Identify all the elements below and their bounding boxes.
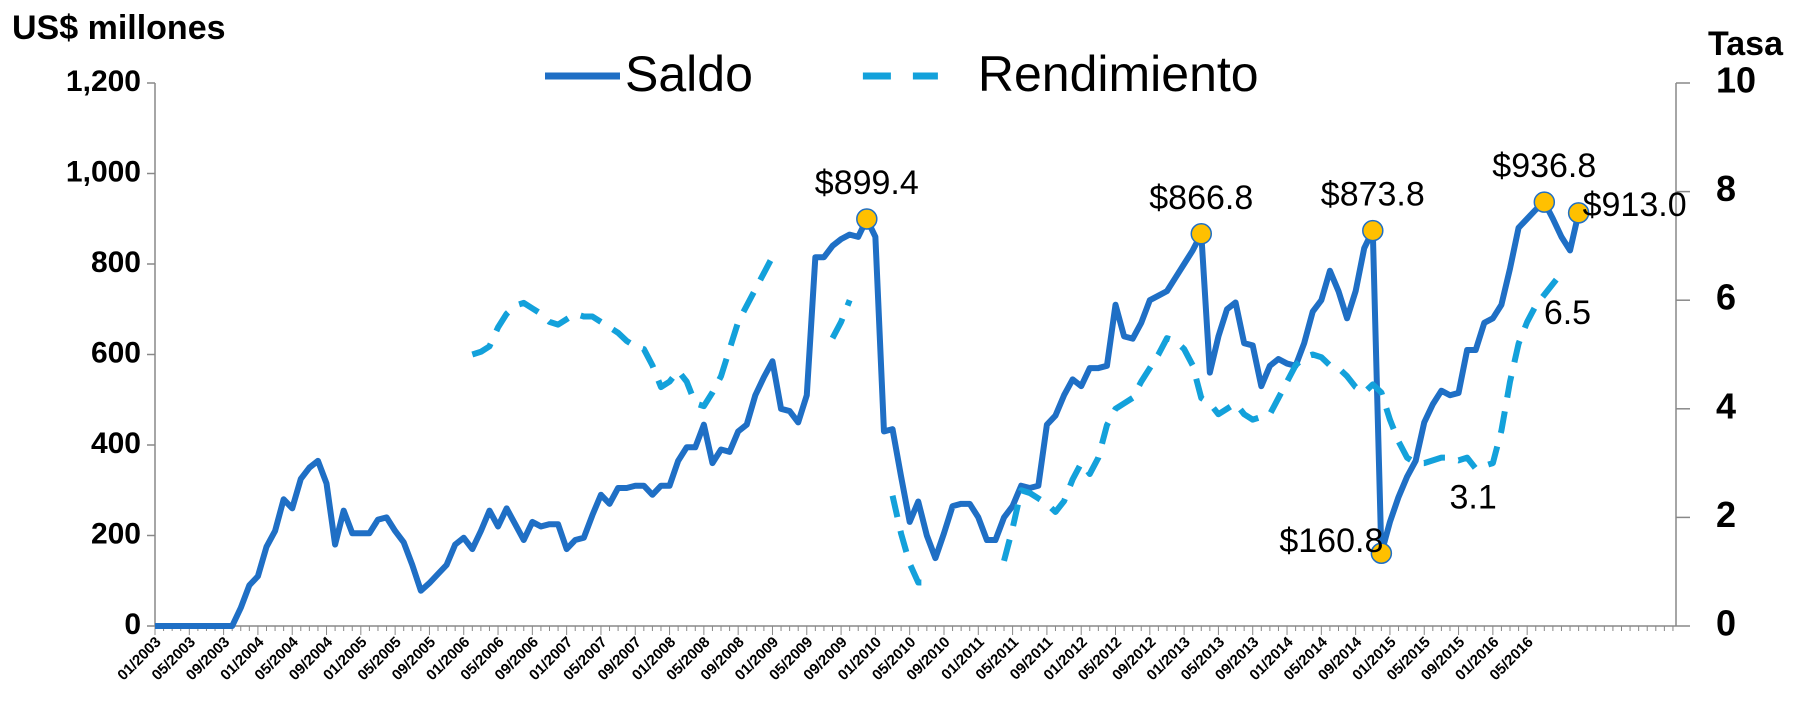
legend-label: Rendimiento (978, 46, 1259, 102)
y2-tick-label: 10 (1716, 60, 1756, 101)
y2-axis-title: Tasa (1708, 25, 1784, 63)
series-line (155, 199, 1582, 629)
y2-tick-label: 8 (1716, 168, 1736, 209)
highlight-marker (856, 208, 878, 230)
y-axis-title: US$ millones (12, 9, 226, 47)
y2-tick-label: 6 (1716, 277, 1736, 318)
highlight-marker (1533, 191, 1556, 213)
data-label: $936.8 (1492, 147, 1596, 185)
data-label: 6.5 (1544, 294, 1591, 332)
y-tick-label: 600 (91, 336, 141, 369)
y2-tick-label: 2 (1716, 494, 1736, 535)
highlight-marker (1567, 202, 1590, 224)
data-label: $899.4 (815, 164, 919, 202)
data-label: $160.8 (1279, 522, 1383, 560)
highlight-marker (1190, 223, 1213, 245)
highlight-marker (1370, 542, 1393, 564)
y2-tick-label: 0 (1716, 603, 1736, 644)
data-label: 3.1 (1449, 479, 1496, 517)
series-line (471, 255, 1564, 586)
y-tick-label: 1,200 (66, 65, 141, 98)
legend-label: Saldo (625, 46, 753, 102)
y-tick-label: 800 (91, 246, 141, 279)
y-tick-label: 200 (91, 517, 141, 550)
legend: Saldo Rendimiento (545, 46, 1259, 102)
y-tick-label: 0 (124, 608, 141, 641)
y-tick-label: 1,000 (66, 155, 141, 188)
data-label: $913.0 (1583, 186, 1687, 224)
data-label: $873.8 (1321, 176, 1425, 214)
highlight-marker (1362, 219, 1384, 242)
y2-tick-label: 4 (1716, 385, 1736, 426)
data-label: $866.8 (1149, 179, 1253, 217)
y-tick-label: 400 (91, 427, 141, 460)
